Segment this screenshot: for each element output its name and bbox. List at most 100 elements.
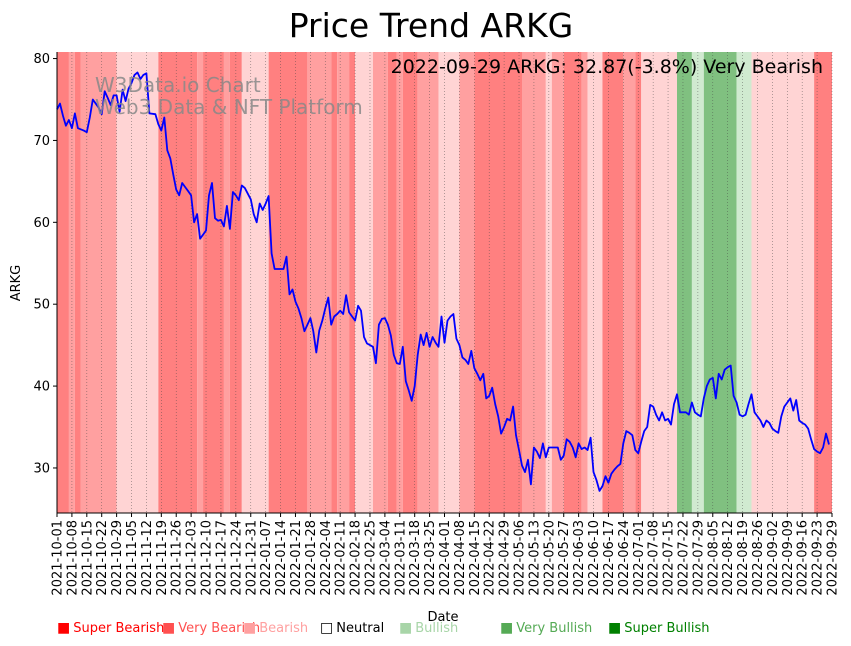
x-tick-label-38: 2022-06-24 bbox=[617, 520, 632, 596]
chart-title: Price Trend ARKG bbox=[289, 6, 574, 45]
x-tick-label-30: 2022-04-29 bbox=[498, 520, 513, 596]
legend-label: Bullish bbox=[415, 621, 459, 636]
band-38 bbox=[736, 52, 752, 513]
band-13 bbox=[331, 52, 338, 513]
legend-item-bearish: ■ Bearish bbox=[243, 620, 308, 636]
x-ticks: 2021-10-01 2021-10-08 2021-10-15 2021-10-22… bbox=[51, 513, 841, 596]
legend-item-super-bullish: ■ Super Bullish bbox=[608, 620, 709, 636]
y-tick-label-4: 70 bbox=[33, 134, 50, 149]
band-32 bbox=[623, 52, 636, 513]
y-tick-label-5: 80 bbox=[33, 52, 50, 67]
x-tick-label-37: 2022-06-17 bbox=[602, 520, 617, 596]
legend-label: Super Bearish bbox=[73, 621, 165, 636]
price-line-group bbox=[56, 71, 830, 492]
sentiment-bands bbox=[57, 52, 832, 513]
legend-label: Super Bullish bbox=[624, 621, 710, 636]
legend-label: Very Bearish bbox=[178, 621, 261, 636]
x-tick-label-23: 2022-03-11 bbox=[393, 520, 408, 596]
band-6 bbox=[197, 52, 204, 513]
x-tick-label-15: 2022-01-14 bbox=[274, 520, 289, 596]
y-axis-label: ARKG bbox=[9, 265, 24, 302]
legend-label: Neutral bbox=[336, 621, 385, 636]
x-tick-label-19: 2022-02-11 bbox=[334, 520, 349, 596]
x-tick-label-5: 2021-11-05 bbox=[125, 520, 140, 596]
y-tick-label-0: 30 bbox=[33, 461, 50, 476]
x-tick-label-20: 2022-02-18 bbox=[349, 520, 364, 596]
x-tick-label-45: 2022-08-12 bbox=[721, 520, 736, 596]
sentiment-legend: ■ Super Bearish ■ Very Bearish ■ Bearish □ Neut… bbox=[0, 620, 851, 640]
x-tick-label-14: 2022-01-07 bbox=[259, 520, 274, 596]
band-1 bbox=[68, 52, 75, 513]
band-28 bbox=[563, 52, 582, 513]
x-tick-label-51: 2022-09-23 bbox=[811, 520, 826, 596]
x-tick-label-26: 2022-04-01 bbox=[438, 520, 453, 596]
legend-item-very-bearish: ■ Very Bearish bbox=[162, 620, 260, 636]
band-25 bbox=[522, 52, 546, 513]
x-tick-label-46: 2022-08-19 bbox=[736, 520, 751, 596]
x-tick-label-24: 2022-03-18 bbox=[408, 520, 423, 596]
x-tick-label-3: 2021-10-22 bbox=[95, 520, 110, 596]
band-39 bbox=[751, 52, 815, 513]
legend-swatch: ■ bbox=[399, 620, 413, 636]
band-23 bbox=[459, 52, 475, 513]
band-15 bbox=[349, 52, 356, 513]
x-tick-label-9: 2021-12-03 bbox=[185, 520, 200, 596]
y-tick-label-2: 50 bbox=[33, 298, 50, 313]
price-annotation: 2022-09-29 ARKG: 32.87(-3.8%) Very Beari… bbox=[391, 56, 823, 78]
x-tick-label-48: 2022-09-02 bbox=[766, 520, 781, 596]
legend-swatch: □ bbox=[320, 620, 334, 636]
x-tick-label-47: 2022-08-26 bbox=[751, 520, 766, 596]
x-tick-label-29: 2022-04-22 bbox=[483, 520, 498, 596]
x-tick-label-10: 2021-12-10 bbox=[200, 520, 215, 596]
legend-label: Very Bullish bbox=[516, 621, 593, 636]
watermark-line-2: Web3 Data & NFT Platform bbox=[95, 95, 363, 119]
band-0 bbox=[57, 52, 69, 513]
band-36 bbox=[691, 52, 704, 513]
x-tick-label-16: 2022-01-21 bbox=[289, 520, 304, 596]
x-tick-label-7: 2021-11-19 bbox=[155, 520, 170, 596]
band-26 bbox=[545, 52, 552, 513]
band-35 bbox=[677, 52, 692, 513]
price-line bbox=[56, 71, 830, 492]
legend-item-neutral: □ Neutral bbox=[320, 620, 384, 636]
legend-swatch: ■ bbox=[608, 620, 622, 636]
x-tick-label-33: 2022-05-20 bbox=[542, 520, 557, 596]
x-tick-label-42: 2022-07-22 bbox=[676, 520, 691, 596]
x-tick-label-21: 2022-02-25 bbox=[363, 520, 378, 596]
x-tick-label-27: 2022-04-08 bbox=[453, 520, 468, 596]
x-tick-label-36: 2022-06-10 bbox=[587, 520, 602, 596]
legend-swatch: ■ bbox=[57, 620, 71, 636]
x-tick-label-28: 2022-04-15 bbox=[468, 520, 483, 596]
band-3 bbox=[80, 52, 117, 513]
x-tick-label-31: 2022-05-06 bbox=[513, 520, 528, 596]
x-tick-label-6: 2021-11-12 bbox=[140, 520, 155, 596]
band-30 bbox=[587, 52, 603, 513]
legend-item-super-bearish: ■ Super Bearish bbox=[57, 620, 164, 636]
x-tick-label-41: 2022-07-15 bbox=[662, 520, 677, 596]
band-34 bbox=[641, 52, 677, 513]
x-tick-label-8: 2021-11-26 bbox=[170, 520, 185, 596]
x-tick-label-2: 2021-10-15 bbox=[80, 520, 95, 596]
watermark: W3Data.io Chart Web3 Data & NFT Platform bbox=[95, 73, 363, 119]
band-29 bbox=[581, 52, 588, 513]
x-tick-label-11: 2021-12-17 bbox=[214, 520, 229, 596]
y-ticks: 30 40 50 60 70 80 bbox=[33, 52, 57, 476]
band-14 bbox=[337, 52, 350, 513]
band-12 bbox=[307, 52, 332, 513]
band-17 bbox=[372, 52, 388, 513]
band-10 bbox=[241, 52, 269, 513]
x-tick-label-13: 2021-12-31 bbox=[244, 520, 259, 596]
band-2 bbox=[74, 52, 81, 513]
legend-item-bullish: ■ Bullish bbox=[399, 620, 458, 636]
band-9 bbox=[229, 52, 242, 513]
y-tick-label-3: 60 bbox=[33, 216, 50, 231]
vertical-gridlines bbox=[56, 52, 833, 513]
band-37 bbox=[703, 52, 737, 513]
x-tick-label-1: 2021-10-08 bbox=[65, 520, 80, 596]
band-31 bbox=[602, 52, 624, 513]
x-tick-label-39: 2022-07-01 bbox=[632, 520, 647, 596]
x-tick-label-32: 2022-05-13 bbox=[527, 520, 542, 596]
x-tick-label-44: 2022-08-05 bbox=[706, 520, 721, 596]
band-18 bbox=[387, 52, 397, 513]
